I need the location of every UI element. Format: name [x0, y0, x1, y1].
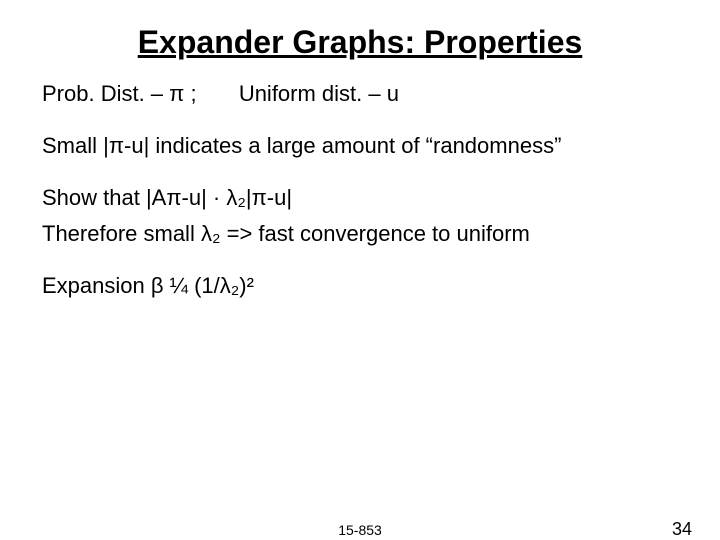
line-1a-text: Prob. Dist. – π ; — [42, 81, 197, 106]
gap-2 — [42, 169, 684, 185]
slide-title: Expander Graphs: Properties — [0, 24, 720, 61]
slide: Expander Graphs: Properties Prob. Dist. … — [0, 24, 720, 540]
footer-course-number: 15-853 — [0, 522, 720, 538]
slide-body: Prob. Dist. – π ; Uniform dist. – u Smal… — [0, 61, 720, 299]
gap-3 — [42, 257, 684, 273]
line-1: Prob. Dist. – π ; Uniform dist. – u — [42, 81, 684, 107]
footer-page-number: 34 — [672, 519, 692, 540]
line-4: Therefore small λ₂ => fast convergence t… — [42, 221, 684, 247]
line-5: Expansion β ¼ (1/λ₂)² — [42, 273, 684, 299]
line-3: Show that |Aπ-u| · λ₂|π-u| — [42, 185, 684, 211]
line-1b-text: Uniform dist. – u — [239, 81, 399, 106]
gap-1 — [42, 117, 684, 133]
line-2: Small |π-u| indicates a large amount of … — [42, 133, 684, 159]
